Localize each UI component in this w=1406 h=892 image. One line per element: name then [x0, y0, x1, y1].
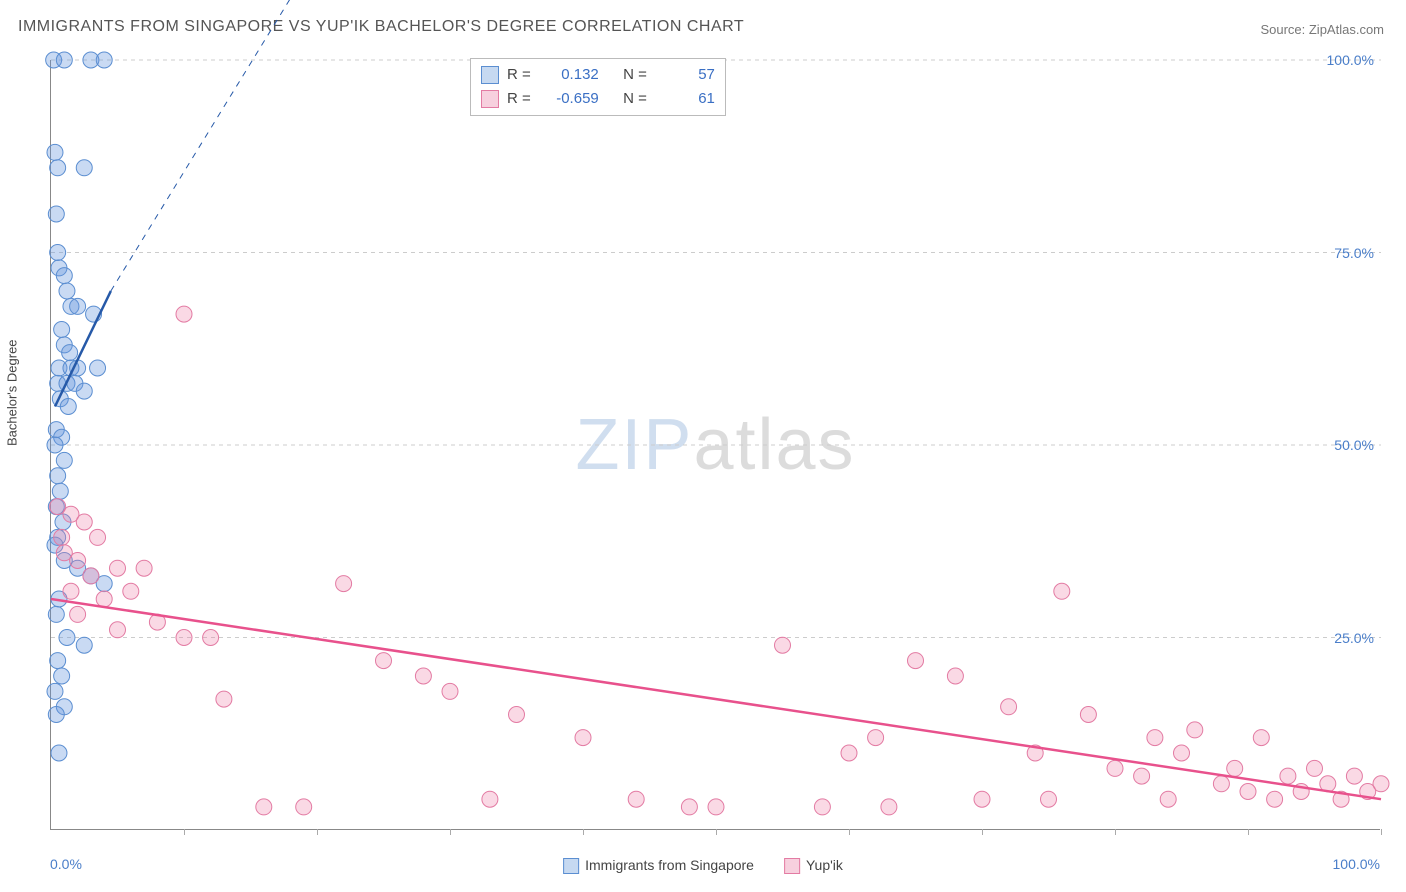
legend-swatch-series-2	[784, 858, 800, 874]
legend-stats-row-2: R = -0.659 N = 61	[481, 87, 715, 111]
legend-stats: R = 0.132 N = 57 R = -0.659 N = 61	[470, 58, 726, 116]
y-axis-label: Bachelor's Degree	[5, 339, 20, 446]
r-label-2: R =	[507, 87, 531, 111]
legend-label-1: Immigrants from Singapore	[585, 857, 754, 873]
legend-swatch-1	[481, 66, 499, 84]
y-tick-label: 75.0%	[1334, 245, 1374, 261]
x-minor-tick	[450, 829, 451, 835]
x-minor-tick	[583, 829, 584, 835]
x-minor-tick	[982, 829, 983, 835]
n-value-2: 61	[655, 87, 715, 111]
y-tick-label: 25.0%	[1334, 630, 1374, 646]
n-label-1: N =	[623, 63, 647, 87]
n-value-1: 57	[655, 63, 715, 87]
x-tick-max: 100.0%	[1333, 856, 1380, 872]
x-minor-tick	[1248, 829, 1249, 835]
source-label: Source: ZipAtlas.com	[1260, 22, 1384, 37]
n-label-2: N =	[623, 87, 647, 111]
y-tick-label: 100.0%	[1327, 52, 1374, 68]
y-tick-label: 50.0%	[1334, 437, 1374, 453]
legend-item-1: Immigrants from Singapore	[563, 857, 754, 874]
legend-swatch-2	[481, 90, 499, 108]
x-minor-tick	[849, 829, 850, 835]
x-tick-min: 0.0%	[50, 856, 82, 872]
x-minor-tick	[1115, 829, 1116, 835]
x-minor-tick	[184, 829, 185, 835]
x-minor-tick	[317, 829, 318, 835]
r-value-2: -0.659	[539, 87, 599, 111]
legend-item-2: Yup'ik	[784, 857, 843, 874]
legend-swatch-series-1	[563, 858, 579, 874]
legend-stats-row-1: R = 0.132 N = 57	[481, 63, 715, 87]
chart-svg	[51, 60, 1381, 830]
x-minor-tick	[716, 829, 717, 835]
chart-title: IMMIGRANTS FROM SINGAPORE VS YUP'IK BACH…	[18, 18, 744, 36]
legend-series: Immigrants from Singapore Yup'ik	[563, 857, 843, 874]
plot-area: ZIPatlas 25.0%50.0%75.0%100.0%	[50, 60, 1380, 830]
x-minor-tick	[1381, 829, 1382, 835]
r-label-1: R =	[507, 63, 531, 87]
legend-label-2: Yup'ik	[806, 857, 843, 873]
r-value-1: 0.132	[539, 63, 599, 87]
